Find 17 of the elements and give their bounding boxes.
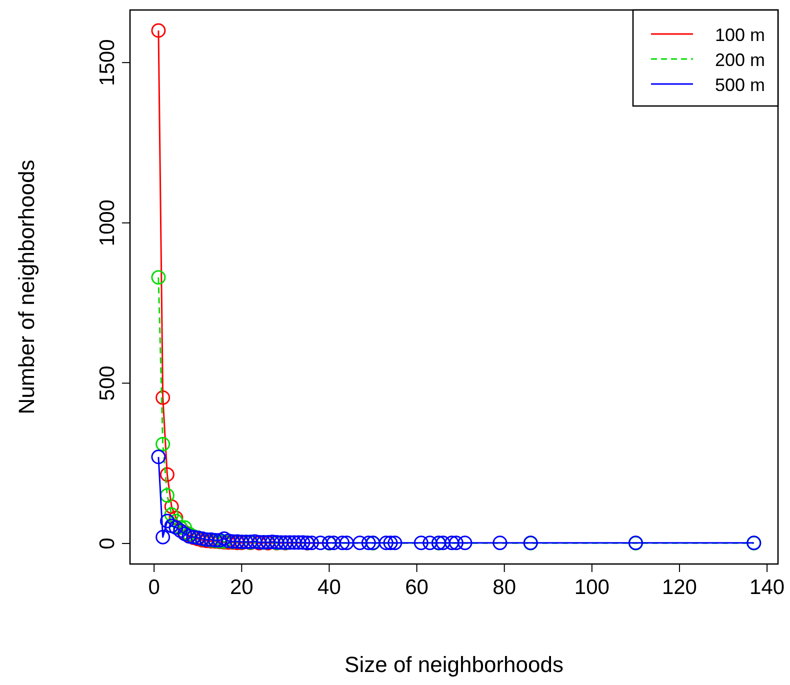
x-tick-label: 0 — [148, 576, 160, 599]
x-tick-label: 40 — [318, 576, 341, 599]
x-tick-label: 20 — [230, 576, 254, 599]
y-tick-label: 1000 — [96, 200, 119, 246]
y-axis-title: Number of neighborhoods — [14, 160, 39, 414]
x-tick-label: 100 — [574, 576, 610, 599]
x-tick-label: 80 — [492, 576, 516, 599]
x-axis-title: Size of neighborhoods — [344, 652, 564, 677]
y-tick-label: 1500 — [96, 39, 119, 86]
legend-label: 100 m — [715, 25, 766, 45]
x-tick-label: 60 — [405, 576, 428, 599]
x-tick-label: 120 — [662, 576, 698, 599]
y-tick-label: 0 — [96, 538, 119, 550]
legend-label: 200 m — [715, 50, 766, 70]
y-tick-label: 500 — [96, 366, 119, 401]
x-tick-label: 140 — [750, 576, 785, 599]
legend-label: 500 m — [715, 75, 766, 95]
